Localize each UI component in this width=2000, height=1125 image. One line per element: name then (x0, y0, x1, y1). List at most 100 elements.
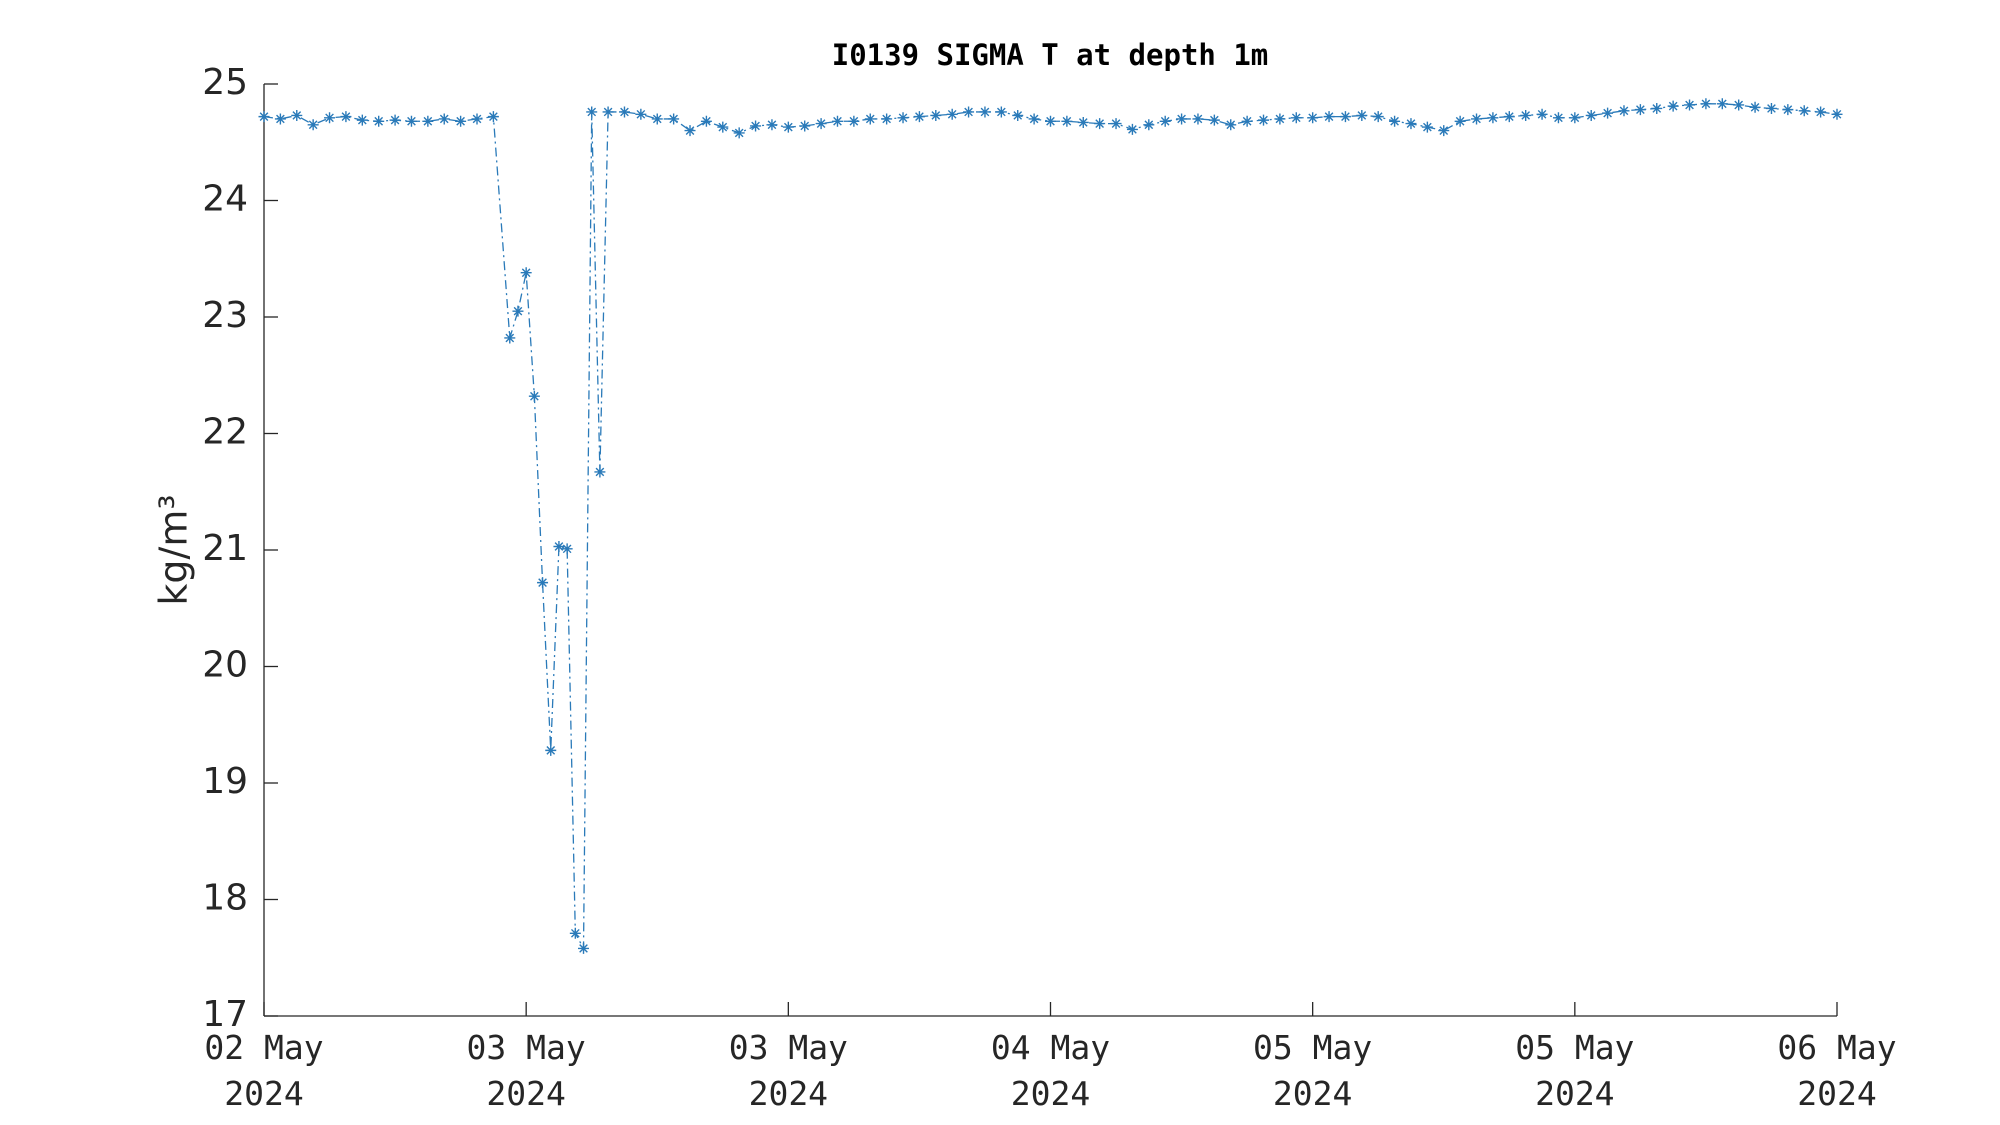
marker (1372, 111, 1384, 123)
marker (651, 113, 663, 125)
x-tick-label-box: 03 May 2024 (729, 1028, 848, 1113)
y-tick-label: 21 (202, 528, 248, 569)
marker (1110, 118, 1122, 130)
y-tick-label: 18 (202, 878, 248, 919)
marker (618, 106, 630, 118)
marker (561, 543, 573, 555)
y-axis-label: kg/m³ (152, 494, 196, 605)
marker (373, 115, 385, 127)
marker (1765, 102, 1777, 114)
marker (1045, 115, 1056, 127)
marker (1290, 112, 1302, 124)
marker (1667, 100, 1679, 112)
marker (1028, 113, 1040, 125)
marker (750, 120, 762, 132)
marker (1126, 123, 1138, 135)
marker (1749, 101, 1761, 113)
marker (1716, 98, 1728, 110)
marker (1684, 99, 1696, 111)
chart-title: I0139 SIGMA T at depth 1m (832, 38, 1269, 72)
y-tick-label: 23 (202, 295, 248, 336)
marker (356, 114, 368, 126)
marker (963, 106, 975, 118)
marker (1012, 109, 1024, 121)
marker (635, 108, 647, 120)
marker (586, 106, 598, 118)
marker (1651, 102, 1663, 114)
x-tick-label-box: 05 May 2024 (1253, 1028, 1373, 1113)
marker (1339, 111, 1351, 123)
marker (1192, 113, 1204, 125)
marker (553, 541, 565, 553)
marker (291, 109, 303, 121)
marker (1274, 113, 1286, 125)
marker (528, 390, 540, 402)
marker (717, 121, 729, 133)
marker (1421, 121, 1433, 133)
marker (1487, 112, 1499, 124)
marker (881, 113, 893, 125)
y-tick-label: 17 (202, 994, 248, 1035)
marker (799, 120, 811, 132)
marker (1094, 118, 1106, 130)
marker (979, 106, 991, 118)
marker (1503, 111, 1515, 123)
marker (422, 115, 434, 127)
marker (1552, 112, 1564, 124)
marker (274, 113, 286, 125)
marker (1536, 108, 1548, 120)
marker (848, 115, 860, 127)
marker (1569, 112, 1581, 124)
marker (995, 106, 1007, 118)
marker (1471, 113, 1483, 125)
marker (913, 111, 925, 123)
marker (602, 106, 614, 118)
marker (307, 119, 319, 131)
marker (520, 267, 532, 279)
marker (545, 744, 557, 756)
marker (766, 119, 778, 131)
y-tick-label: 24 (202, 179, 248, 220)
marker (438, 113, 450, 125)
marker (1061, 115, 1073, 127)
marker (1356, 109, 1368, 121)
data-line (263, 103, 1838, 951)
x-tick-label: 06 May 2024 (1777, 1028, 1897, 1113)
marker (1241, 115, 1253, 127)
marker (1634, 104, 1646, 116)
marker (1323, 111, 1335, 123)
marker (864, 113, 876, 125)
marker (1208, 114, 1220, 126)
marker (1389, 115, 1401, 127)
marker (1585, 109, 1597, 121)
marker (1782, 104, 1794, 116)
marker (1798, 105, 1810, 117)
marker (1405, 118, 1417, 130)
marker (930, 109, 942, 121)
marker (537, 577, 549, 589)
marker (1454, 115, 1466, 127)
x-tick-label-box: 04 May 2024 (990, 1028, 1111, 1113)
marker (1733, 99, 1745, 111)
marker (1307, 112, 1319, 124)
x-tick-label: 05 May 2024 (1253, 1028, 1373, 1113)
x-tick-label-box: 06 May 2024 (1777, 1028, 1897, 1113)
x-tick-label: 03 May 2024 (466, 1028, 586, 1113)
marker (258, 111, 270, 123)
marker (1618, 105, 1630, 117)
x-tick-label-box: 02 May 2024 (204, 1028, 323, 1113)
marker (1077, 116, 1089, 128)
marker (389, 114, 401, 126)
marker (700, 115, 712, 127)
marker (512, 305, 524, 317)
marker (1225, 119, 1237, 131)
marker (578, 942, 590, 954)
marker (1176, 113, 1188, 125)
x-tick-label: 04 May 2024 (990, 1028, 1111, 1113)
marker (455, 115, 467, 127)
marker (594, 466, 606, 478)
marker (1602, 107, 1614, 119)
y-tick-label: 22 (202, 412, 248, 453)
marker (324, 112, 336, 124)
